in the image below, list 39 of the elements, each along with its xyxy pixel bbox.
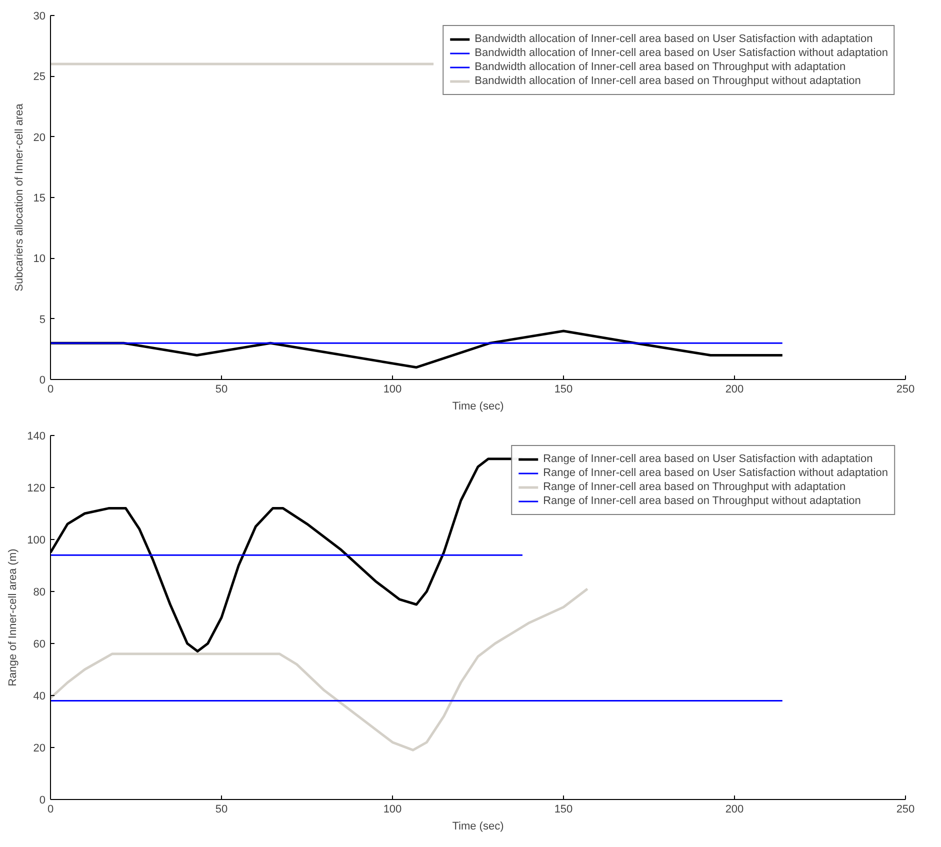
y-tick-label: 15 xyxy=(33,192,46,204)
y-tick-label: 0 xyxy=(39,374,46,386)
legend-label: Range of Inner-cell area based on User Satisfaction with adaptation xyxy=(543,452,873,466)
y-axis-title: Range of Inner-cell area (m) xyxy=(7,548,20,686)
y-tick-label: 10 xyxy=(33,253,46,266)
x-tick-label: 0 xyxy=(47,804,54,816)
y-tick-label: 100 xyxy=(27,534,46,546)
x-tick-label: 0 xyxy=(47,384,54,396)
x-tick-label: 250 xyxy=(896,384,915,396)
y-tick-label: 40 xyxy=(33,690,46,702)
x-tick-label: 200 xyxy=(725,384,744,396)
legend-label: Bandwidth allocation of Inner-cell area based on Throughput without adaptation xyxy=(474,74,861,88)
legend-label: Bandwidth allocation of Inner-cell area based on User Satisfaction without adaptation xyxy=(474,46,888,60)
legend-label: Range of Inner-cell area based on Throughput without adaptation xyxy=(543,494,861,508)
legend-label: Bandwidth allocation of Inner-cell area based on Throughput with adaptation xyxy=(474,60,846,74)
x-tick-label: 150 xyxy=(554,804,573,816)
y-tick-label: 30 xyxy=(33,10,46,22)
x-tick-label: 100 xyxy=(383,804,402,816)
x-tick-label: 50 xyxy=(215,804,228,816)
y-tick-label: 20 xyxy=(33,132,46,144)
x-tick-label: 200 xyxy=(725,804,744,816)
y-axis-title: Subcariers allocation of Inner-cell area xyxy=(13,102,26,292)
x-tick-label: 50 xyxy=(215,384,228,396)
y-tick-label: 0 xyxy=(39,794,46,806)
legend-label: Bandwidth allocation of Inner-cell area based on User Satisfaction with adaptation xyxy=(474,32,873,46)
legend-label: Range of Inner-cell area based on User Satisfaction without adaptation xyxy=(543,466,888,480)
x-axis-title: Time (sec) xyxy=(452,820,504,832)
legend-label: Range of Inner-cell area based on Throughput with adaptation xyxy=(543,480,846,494)
x-tick-label: 150 xyxy=(554,384,573,396)
x-tick-label: 250 xyxy=(896,804,915,816)
x-axis-title: Time (sec) xyxy=(452,400,504,412)
y-tick-label: 80 xyxy=(33,586,46,598)
y-tick-label: 140 xyxy=(27,430,46,442)
y-tick-label: 120 xyxy=(27,482,46,494)
y-tick-label: 5 xyxy=(39,314,46,326)
x-tick-label: 100 xyxy=(383,384,402,396)
y-tick-label: 60 xyxy=(33,638,46,650)
y-tick-label: 25 xyxy=(33,71,46,84)
y-tick-label: 20 xyxy=(33,742,46,754)
